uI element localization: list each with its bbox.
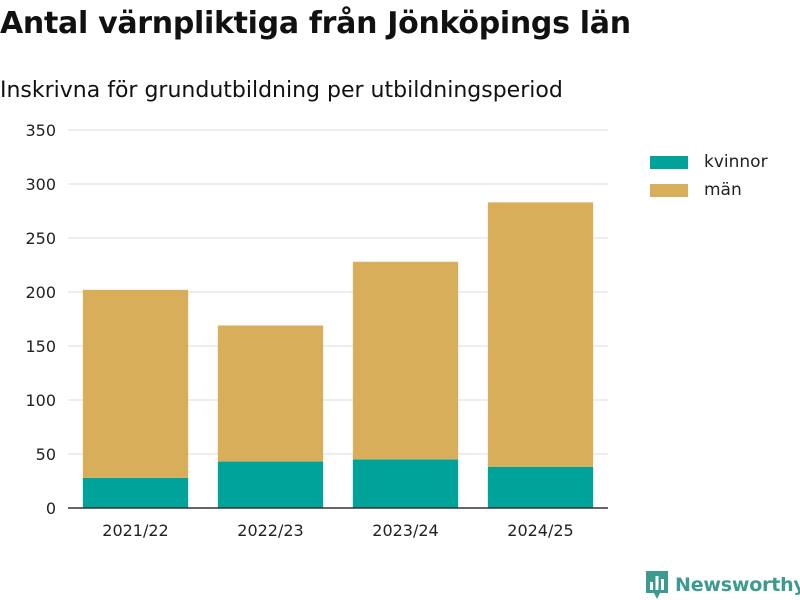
legend-item-kvinnor[interactable]: kvinnor	[650, 148, 768, 176]
legend-label-kvinnor: kvinnor	[704, 152, 768, 172]
newsworthy-logo-text: Newsworthy	[675, 574, 800, 596]
y-tick-label-350: 350	[25, 121, 56, 140]
y-axis-tick-labels: 0 50 100 150 200 250 300 350	[25, 121, 56, 518]
legend-label-man: män	[704, 180, 742, 200]
chart-title: Antal värnpliktiga från Jönköpings län	[0, 6, 631, 41]
x-axis-tick-labels: 2021/22 2022/23 2023/24 2024/25	[102, 521, 573, 540]
y-tick-label-0: 0	[46, 499, 56, 518]
bar-män-2022/23[interactable]	[217, 325, 324, 462]
bar-kvinnor-2023/24[interactable]	[352, 459, 459, 508]
bar-kvinnor-2022/23[interactable]	[217, 461, 324, 508]
x-tick-label-2023/24: 2023/24	[372, 521, 438, 540]
newsworthy-bar-chart-icon	[646, 571, 668, 599]
y-tick-label-200: 200	[25, 283, 56, 302]
bar-män-2024/25[interactable]	[487, 202, 594, 467]
legend-item-man[interactable]: män	[650, 176, 768, 204]
bar-kvinnor-2024/25[interactable]	[487, 466, 594, 508]
legend: kvinnor män	[650, 148, 768, 204]
legend-swatch-man	[650, 183, 688, 197]
bar-män-2023/24[interactable]	[352, 261, 459, 460]
bars	[82, 202, 594, 508]
y-tick-label-150: 150	[25, 337, 56, 356]
newsworthy-logo[interactable]: Newsworthy	[645, 570, 800, 600]
bar-kvinnor-2021/22[interactable]	[82, 477, 189, 508]
x-tick-label-2024/25: 2024/25	[507, 521, 573, 540]
x-tick-label-2021/22: 2021/22	[102, 521, 168, 540]
chart-subtitle: Inskrivna för grundutbildning per utbild…	[0, 78, 563, 103]
bar-män-2021/22[interactable]	[82, 289, 189, 478]
y-tick-label-300: 300	[25, 175, 56, 194]
legend-swatch-kvinnor	[650, 155, 688, 169]
y-tick-label-250: 250	[25, 229, 56, 248]
x-tick-label-2022/23: 2022/23	[237, 521, 303, 540]
y-tick-label-100: 100	[25, 391, 56, 410]
y-tick-label-50: 50	[36, 445, 56, 464]
